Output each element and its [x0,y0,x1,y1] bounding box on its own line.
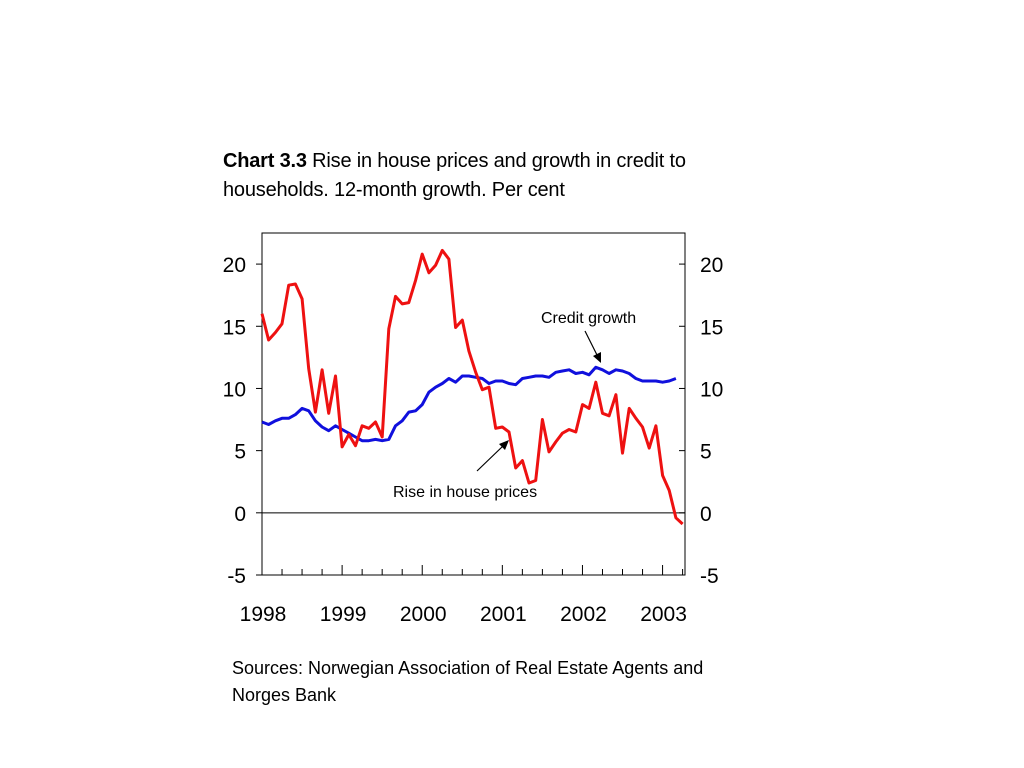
y-tick-label: 20 [223,254,246,277]
x-tick-label: 1998 [240,603,287,626]
left-y-axis-labels: -5 0 5 10 15 20 [223,254,246,588]
chart-source: Sources: Norwegian Association of Real E… [232,658,704,705]
x-tick-label: 2001 [480,603,527,626]
house-prices-label: Rise in house prices [393,484,537,501]
y-tick-label-right: 15 [700,316,723,339]
x-tick-label: 2003 [640,603,687,626]
y-tick-label: 5 [234,441,246,464]
y-tick-label-right: 20 [700,254,723,277]
credit-growth-annotation: Credit growth [541,310,636,363]
right-y-axis-labels: -5 0 5 10 15 20 [700,254,723,588]
credit-growth-label: Credit growth [541,310,636,327]
house-prices-arrow [476,445,504,472]
y-tick-label: 0 [234,503,246,526]
chart-title-text: Rise in house prices and growth in credi… [223,150,686,201]
y-tick-label: -5 [227,565,246,588]
y-tick-label-right: 0 [700,503,712,526]
axis-ticks [256,263,685,576]
series-line-rise-in-house-prices [260,248,684,526]
house-prices-annotation: Rise in house prices [393,440,537,501]
series-lines [260,248,684,526]
y-tick-label: 10 [223,378,246,401]
series-line-credit-growth [261,365,677,443]
chart-number: Chart 3.3 [223,150,307,172]
x-axis-labels: 1998 1999 2000 2001 2002 2003 [240,603,687,626]
x-tick-label: 2002 [560,603,607,626]
credit-growth-arrow [584,330,599,358]
y-tick-label-right: -5 [700,565,719,588]
x-tick-label: 1999 [320,603,367,626]
house-prices-arrowhead [499,440,509,450]
y-tick-label-right: 5 [700,441,712,464]
x-tick-label: 2000 [400,603,447,626]
y-tick-label-right: 10 [700,378,723,401]
plot-frame [261,232,686,576]
y-tick-label: 15 [223,316,246,339]
credit-growth-arrowhead [593,352,601,363]
chart-title: Chart 3.3 Rise in house prices and growt… [223,147,743,205]
